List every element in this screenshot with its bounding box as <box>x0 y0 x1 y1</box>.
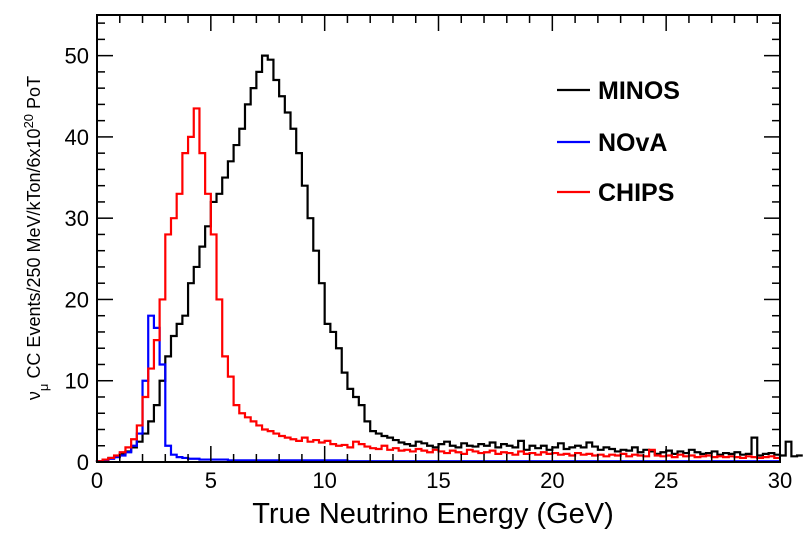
y-tick-label: 30 <box>65 206 89 231</box>
y-axis-title-nu: ν <box>24 391 44 400</box>
y-axis-title-exp: 20 <box>21 114 36 128</box>
x-tick-label: 15 <box>426 468 450 493</box>
y-tick-label: 40 <box>65 125 89 150</box>
legend: MINOS NOvA CHIPS <box>557 77 680 207</box>
y-axis-title-tail: PoT <box>24 76 44 114</box>
x-axis-title: True Neutrino Energy (GeV) <box>252 498 614 530</box>
series-nova-line <box>95 314 780 463</box>
series-minos-line <box>95 54 803 463</box>
ticks-layer <box>96 15 781 463</box>
y-axis-title: νμ CC Events/250 MeV/kTon/6x1020 PoT <box>21 76 51 400</box>
x-tick-label: 5 <box>205 468 217 493</box>
x-tick-label: 30 <box>768 468 792 493</box>
y-tick-label: 10 <box>65 369 89 394</box>
series-chips-line <box>95 107 780 463</box>
x-tick-label: 0 <box>91 468 103 493</box>
legend-label-chips: CHIPS <box>598 179 674 207</box>
y-tick-label: 20 <box>65 287 89 312</box>
x-tick-label: 25 <box>654 468 678 493</box>
x-tick-label: 10 <box>312 468 336 493</box>
y-axis-title-mu: μ <box>36 384 51 392</box>
y-tick-label: 50 <box>65 44 89 69</box>
tick-labels: 0 5 10 15 20 25 30 0 10 20 30 40 50 <box>65 44 793 493</box>
x-tick-label: 20 <box>540 468 564 493</box>
y-tick-label: 0 <box>77 450 89 475</box>
legend-label-minos: MINOS <box>598 77 680 105</box>
svg-text:νμ CC Events/250 MeV/kTon/6x10: νμ CC Events/250 MeV/kTon/6x1020 PoT <box>21 76 51 400</box>
series-layer <box>95 54 803 463</box>
y-axis-title-main: CC Events/250 MeV/kTon/6x10 <box>24 128 44 383</box>
legend-label-nova: NOvA <box>598 129 667 157</box>
